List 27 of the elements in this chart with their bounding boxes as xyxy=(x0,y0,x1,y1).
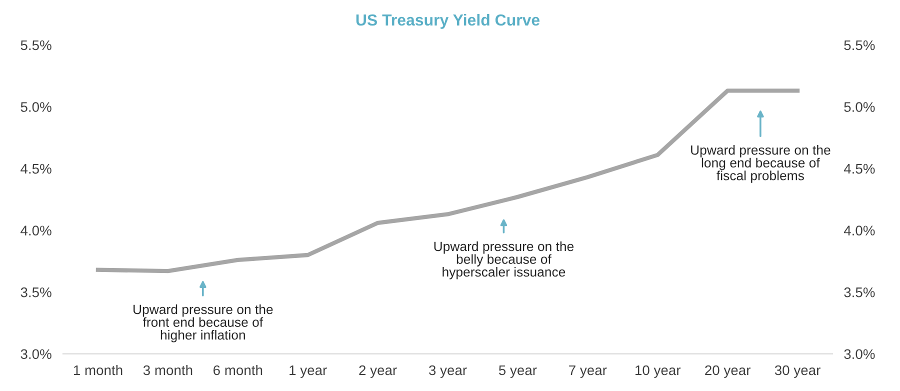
x-tick-label: 7 year xyxy=(569,365,607,378)
x-tick-label: 1 month xyxy=(74,364,122,376)
y-tick-label: 4.5% xyxy=(20,164,52,174)
annotation: Upward pressure on the belly because of hyperscaler issuance xyxy=(434,241,574,280)
x-tick-label: 1 year xyxy=(290,365,327,378)
annotation: Upward pressure on the long end because of fiscal problems xyxy=(691,145,830,183)
y2-tick-label: 3.5% xyxy=(844,287,875,298)
x-tick-label: 2 year xyxy=(359,365,397,378)
x-tick-label: 6 month xyxy=(214,364,262,376)
y-tick-label: 5.0% xyxy=(20,102,52,112)
y2-tick-label: 5.0% xyxy=(844,102,875,112)
y-tick-label: 4.0% xyxy=(20,226,52,236)
chart-title: US Treasury Yield Curve xyxy=(356,14,540,29)
x-tick-label: 30 year xyxy=(774,365,820,378)
x-tick-label: 3 year xyxy=(428,365,467,378)
y2-tick-label: 5.5% xyxy=(844,40,875,50)
y-tick-label: 3.5% xyxy=(20,287,52,298)
x-tick-label: 5 year xyxy=(498,365,537,378)
x-tick-label: 20 year xyxy=(705,365,751,378)
y-tick-label: 5.5% xyxy=(20,40,52,50)
x-tick-label: 10 year xyxy=(636,365,681,378)
annotation: Upward pressure on the front end because of higher inflation xyxy=(134,304,273,342)
y2-tick-label: 4.0% xyxy=(844,226,875,236)
y-tick-label: 3.0% xyxy=(20,349,52,360)
x-tick-label: 3 month xyxy=(143,364,192,376)
y2-tick-label: 4.5% xyxy=(844,164,875,174)
y2-tick-label: 3.0% xyxy=(844,349,875,360)
